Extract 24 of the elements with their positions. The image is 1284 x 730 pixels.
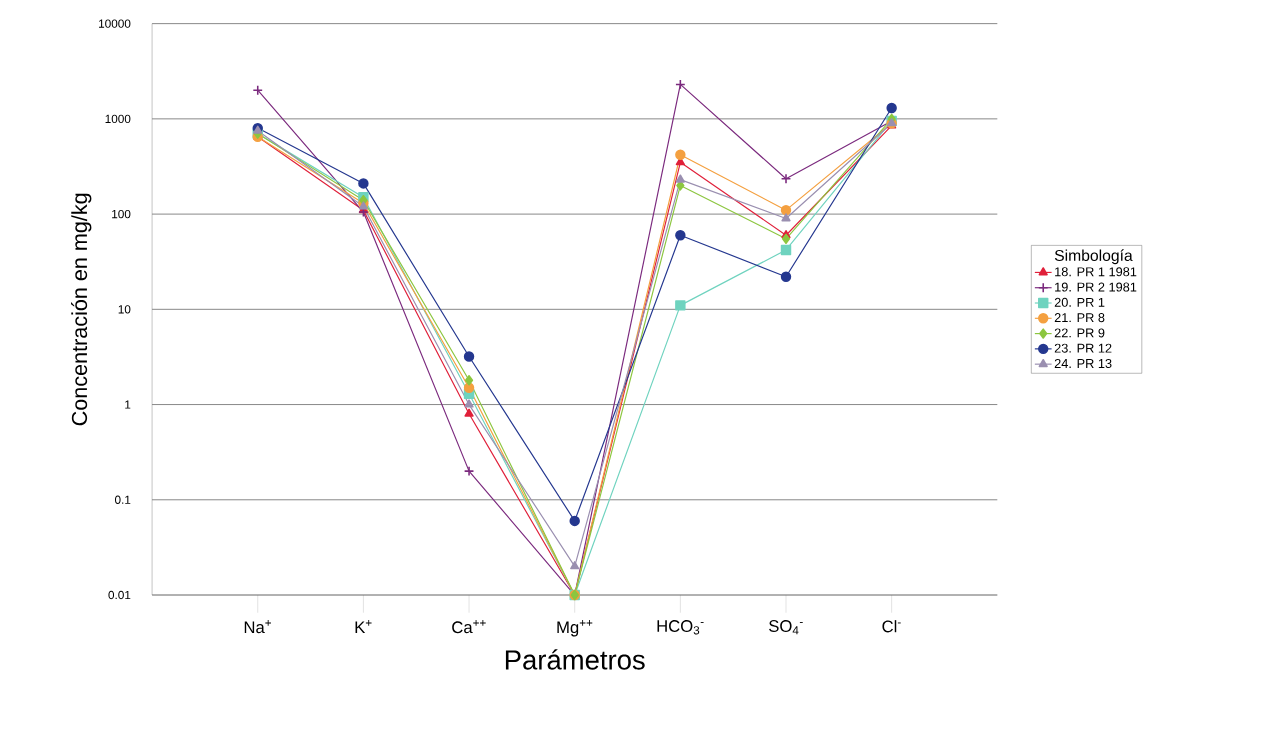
- x-tick-label: SO$_{4}$-: [769, 620, 803, 635]
- x-tick-label: HCO$_{3}$-: [657, 620, 704, 635]
- legend-label: 23. PR 12: [1054, 343, 1112, 353]
- y-tick-label: 10000: [99, 19, 131, 28]
- x-tick-label: K$^{+}$: [355, 620, 372, 634]
- legend-title: Simbología: [1054, 249, 1133, 265]
- y-tick-label: 10: [118, 305, 131, 314]
- y-axis-title: Concentración en mg/kg: [71, 193, 92, 426]
- y-tick-label: 0.1: [114, 495, 131, 504]
- legend-label: 22. PR 9: [1054, 328, 1105, 338]
- x-tick-label: Na$^{+}$: [244, 620, 271, 634]
- y-tick-label: 100: [112, 209, 131, 219]
- legend-label: 18. PR 1 1981: [1055, 267, 1137, 277]
- y-tick-label: 0.01: [108, 590, 131, 600]
- y-tick-label: 1: [125, 400, 131, 409]
- legend-label: 19. PR 2 1981: [1055, 282, 1137, 292]
- x-tick-label: Cl$^{-}$: [882, 620, 901, 633]
- x-tick-label: Ca$^{++}$: [452, 620, 486, 634]
- x-tick-label: Mg$^{++}$: [557, 620, 593, 637]
- legend-label: 20. PR 1: [1054, 297, 1105, 307]
- legend-label: 21. PR 8: [1054, 313, 1105, 323]
- x-axis-title: Parámetros: [505, 649, 645, 670]
- y-tick-label: 1000: [105, 114, 131, 124]
- legend-label: 24. PR 13: [1054, 358, 1112, 369]
